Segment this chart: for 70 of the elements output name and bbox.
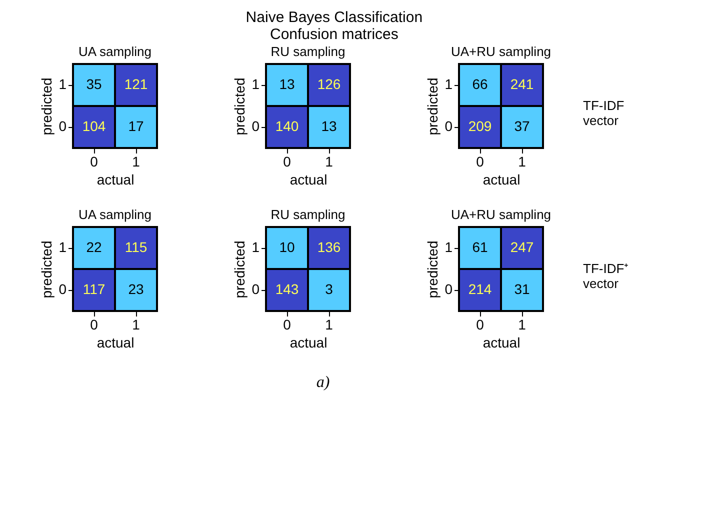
x-tick-label: 1 <box>325 316 334 332</box>
x-axis-title: actual <box>482 334 520 350</box>
y-axis-title: predicted <box>38 240 55 298</box>
x-axis-title: actual <box>482 172 520 188</box>
data-label: 3 <box>325 281 334 297</box>
text: a) <box>316 374 330 391</box>
y-tick-label: 0 <box>58 281 67 297</box>
y-tick-label: 1 <box>58 239 67 255</box>
text: TF-IDF vector <box>583 98 624 128</box>
y-axis-title: predicted <box>424 78 441 136</box>
y-tick-label: 1 <box>444 76 453 92</box>
x-tick-label: 0 <box>476 316 484 332</box>
data-label: 136 <box>317 239 341 255</box>
data-label: 121 <box>124 76 148 92</box>
text: Naive Bayes Classification Confusion matrices <box>246 9 423 43</box>
y-tick-label: 1 <box>444 239 453 255</box>
y-axis-title: predicted <box>232 240 248 298</box>
data-label: 35 <box>86 76 102 92</box>
x-tick-label: 0 <box>476 154 484 170</box>
data-label: 17 <box>128 118 144 134</box>
data-label: 241 <box>510 76 534 92</box>
x-tick-label: 0 <box>283 316 292 332</box>
x-tick-label: 1 <box>518 154 526 170</box>
data-label: 37 <box>514 118 530 134</box>
data-label: 10 <box>279 239 295 255</box>
y-axis-title: predicted <box>232 78 248 136</box>
data-label: 143 <box>275 281 299 297</box>
x-tick-label: 0 <box>90 154 98 170</box>
chart-title: RU sampling <box>270 44 346 59</box>
chart-title: UA sampling <box>78 44 152 59</box>
y-axis-title: predicted <box>424 240 441 298</box>
data-label: 209 <box>468 118 492 134</box>
data-label: 61 <box>472 239 488 255</box>
text: TF-IDF⁺ vector <box>583 261 628 291</box>
x-tick-label: 1 <box>132 154 140 170</box>
y-tick-label: 1 <box>58 76 67 92</box>
data-label: 104 <box>82 118 106 134</box>
data-label: 214 <box>468 281 492 297</box>
data-label: 22 <box>86 239 102 255</box>
x-tick-label: 0 <box>283 154 292 170</box>
x-tick-label: 1 <box>132 316 140 332</box>
x-tick-label: 0 <box>90 316 98 332</box>
data-label: 126 <box>317 76 341 92</box>
data-label: 13 <box>279 76 295 92</box>
x-axis-title: actual <box>290 334 328 350</box>
data-label: 115 <box>124 239 148 255</box>
chart-title: RU sampling <box>270 207 346 222</box>
data-label: 31 <box>514 281 530 297</box>
y-axis-title: predicted <box>38 78 55 136</box>
chart-title: UA+RU sampling <box>450 44 552 59</box>
data-label: 13 <box>321 118 337 134</box>
data-label: 140 <box>275 118 299 134</box>
chart-title: UA sampling <box>78 207 152 222</box>
y-tick-label: 1 <box>252 239 260 255</box>
y-tick-label: 0 <box>252 118 260 134</box>
x-axis-title: actual <box>290 172 328 188</box>
y-tick-label: 0 <box>252 281 260 297</box>
data-label: 117 <box>82 281 106 297</box>
x-tick-label: 1 <box>518 316 526 332</box>
y-tick-label: 0 <box>444 281 453 297</box>
x-tick-label: 1 <box>325 154 334 170</box>
y-tick-label: 1 <box>252 76 260 92</box>
x-axis-title: actual <box>96 334 134 350</box>
x-axis-title: actual <box>96 172 134 188</box>
y-tick-label: 0 <box>58 118 67 134</box>
y-tick-label: 0 <box>444 118 453 134</box>
data-label: 23 <box>128 281 144 297</box>
data-label: 247 <box>510 239 534 255</box>
chart-title: UA+RU sampling <box>450 207 552 222</box>
data-label: 66 <box>472 76 488 92</box>
